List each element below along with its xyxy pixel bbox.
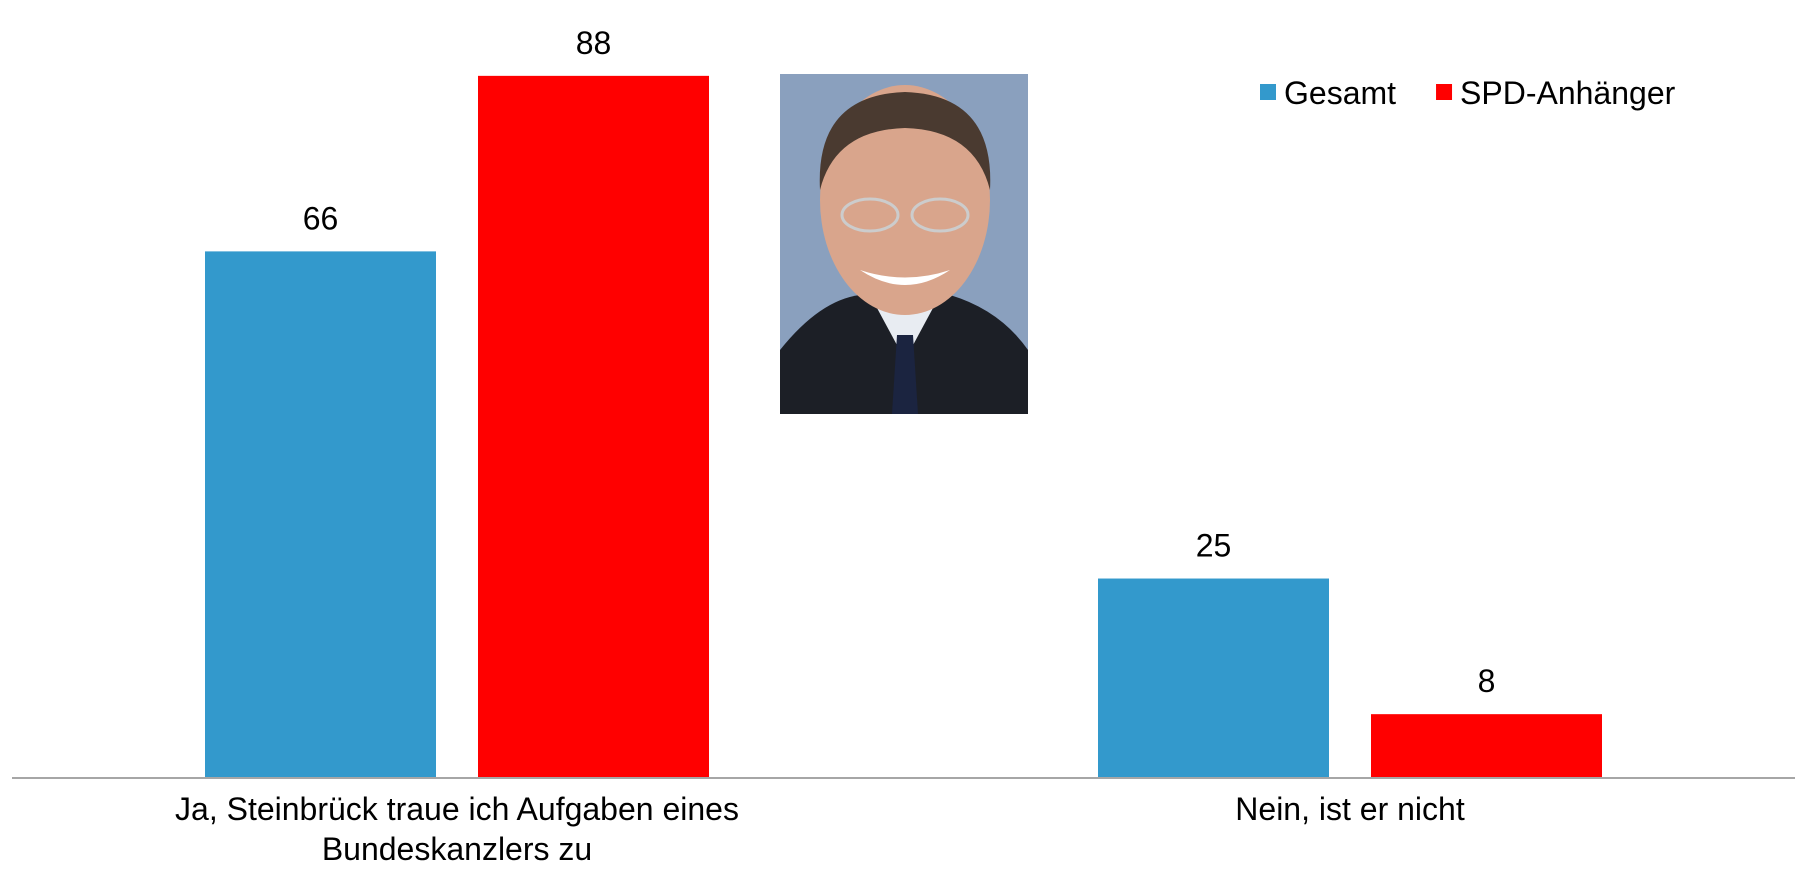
bar	[478, 75, 709, 778]
value-label: 66	[303, 200, 339, 236]
bar	[1371, 714, 1602, 778]
value-label: 25	[1196, 528, 1232, 564]
legend-swatch	[1260, 84, 1276, 100]
legend-label: SPD-Anhänger	[1460, 75, 1676, 111]
photo	[780, 74, 1028, 414]
value-label: 8	[1478, 663, 1496, 699]
value-label: 88	[576, 25, 612, 61]
x-tick-label: Ja, Steinbrück traue ich Aufgaben eines …	[175, 791, 739, 867]
bar	[205, 251, 436, 779]
bar	[1098, 578, 1329, 778]
x-tick-label: Nein, ist er nicht	[1235, 791, 1465, 827]
legend-label: Gesamt	[1284, 75, 1396, 111]
legend-swatch	[1436, 84, 1453, 100]
